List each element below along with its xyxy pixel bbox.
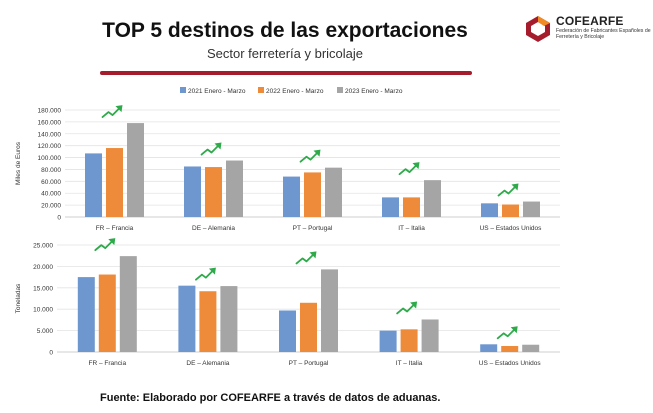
growth-arrow-icon xyxy=(194,269,214,281)
export-charts: 2021 Enero - Marzo 2022 Enero - Marzo 2023… xyxy=(15,87,560,367)
cofearfe-logo-icon xyxy=(526,16,550,42)
growth-arrow-head-icon xyxy=(208,267,216,275)
bar xyxy=(119,256,137,352)
y-tick-label: 20.000 xyxy=(41,203,61,210)
logo-tagline: Federación de Fabricantes Españoles de F… xyxy=(556,28,651,40)
y-tick-label: 5.000 xyxy=(37,328,54,335)
growth-arrow-head-icon xyxy=(412,162,420,170)
y-tick-label: 0 xyxy=(49,350,53,357)
y-axis-title: Toneladas xyxy=(15,283,22,313)
y-tick-label: 20.000 xyxy=(33,264,53,271)
x-tick-label: US – Estados Unidos xyxy=(479,360,542,367)
growth-arrow-icon xyxy=(101,107,121,118)
bar xyxy=(501,346,519,352)
bar xyxy=(226,160,243,217)
bar xyxy=(178,285,196,352)
bar xyxy=(300,302,317,352)
bar xyxy=(481,203,498,217)
y-tick-label: 80.000 xyxy=(41,167,61,174)
bar xyxy=(106,148,123,217)
growth-arrow-icon xyxy=(295,253,315,265)
x-tick-label: DE – Alemania xyxy=(192,225,235,232)
page-title: TOP 5 destinos de las exportaciones xyxy=(102,19,468,42)
bar xyxy=(379,330,397,352)
legend-swatch xyxy=(337,87,343,93)
bar xyxy=(283,176,300,217)
bar xyxy=(403,197,420,217)
bar xyxy=(77,277,95,352)
growth-arrow-head-icon xyxy=(214,142,222,150)
y-tick-label: 15.000 xyxy=(33,285,53,292)
bar xyxy=(205,167,222,217)
y-tick-label: 160.000 xyxy=(38,119,62,126)
growth-arrow-icon xyxy=(200,144,220,156)
y-axis-title: Miles de Euros xyxy=(15,141,22,185)
x-tick-label: FR – Francia xyxy=(89,360,127,367)
legend-label: 2023 Enero - Marzo xyxy=(345,88,403,95)
bar xyxy=(304,172,321,217)
bar xyxy=(400,329,418,352)
x-tick-label: IT – Italia xyxy=(396,360,423,367)
growth-arrow-icon xyxy=(299,151,319,163)
bar xyxy=(321,269,338,352)
y-tick-label: 10.000 xyxy=(33,307,53,314)
x-tick-label: FR – Francia xyxy=(96,225,134,232)
growth-arrow-icon xyxy=(396,303,416,315)
bar xyxy=(480,344,498,352)
growth-arrow-head-icon xyxy=(410,301,418,309)
x-tick-label: US – Estados Unidos xyxy=(480,225,543,232)
legend-label: 2022 Enero - Marzo xyxy=(266,88,324,95)
legend-label: 2021 Enero - Marzo xyxy=(188,88,246,95)
bar xyxy=(127,123,144,217)
bar xyxy=(279,310,296,352)
growth-arrow-head-icon xyxy=(115,105,123,113)
y-tick-label: 100.000 xyxy=(38,155,62,162)
growth-arrow-icon xyxy=(94,240,114,252)
legend-swatch xyxy=(258,87,264,93)
y-tick-label: 120.000 xyxy=(38,143,62,150)
bar xyxy=(382,197,399,217)
y-tick-label: 140.000 xyxy=(38,131,62,138)
growth-arrow-head-icon xyxy=(108,238,116,246)
growth-arrow-head-icon xyxy=(309,251,317,259)
bar xyxy=(421,319,439,352)
growth-arrow-icon xyxy=(496,328,516,340)
logo-name: COFEARFE xyxy=(556,14,624,28)
bar xyxy=(85,153,102,217)
legend-swatch xyxy=(180,87,186,93)
growth-arrow-icon xyxy=(398,164,418,176)
bar xyxy=(523,201,540,217)
bar xyxy=(98,274,116,352)
x-tick-label: PT – Portugal xyxy=(289,360,329,367)
y-tick-label: 0 xyxy=(57,215,61,222)
growth-arrow-icon xyxy=(497,185,517,197)
y-tick-label: 60.000 xyxy=(41,179,61,186)
bar xyxy=(220,286,238,352)
x-tick-label: DE – Alemania xyxy=(186,360,229,367)
bar xyxy=(199,291,217,352)
x-tick-label: PT – Portugal xyxy=(293,225,333,232)
y-tick-label: 25.000 xyxy=(33,243,53,250)
x-tick-label: IT – Italia xyxy=(398,225,425,232)
y-tick-label: 40.000 xyxy=(41,191,61,198)
bar xyxy=(522,344,540,352)
page-subtitle: Sector ferretería y bricolaje xyxy=(206,46,364,61)
growth-arrow-head-icon xyxy=(511,183,519,191)
source-note: Fuente: Elaborado por COFEARFE a través … xyxy=(100,392,441,404)
brand-logo: COFEARFE Federación de Fabricantes Españ… xyxy=(521,12,651,48)
bar xyxy=(184,166,201,217)
title-divider xyxy=(100,71,472,75)
growth-arrow-head-icon xyxy=(313,149,321,157)
bar xyxy=(325,167,342,217)
y-tick-label: 180.000 xyxy=(38,108,62,115)
growth-arrow-head-icon xyxy=(510,326,518,334)
bar xyxy=(424,180,441,217)
bar xyxy=(502,204,519,217)
